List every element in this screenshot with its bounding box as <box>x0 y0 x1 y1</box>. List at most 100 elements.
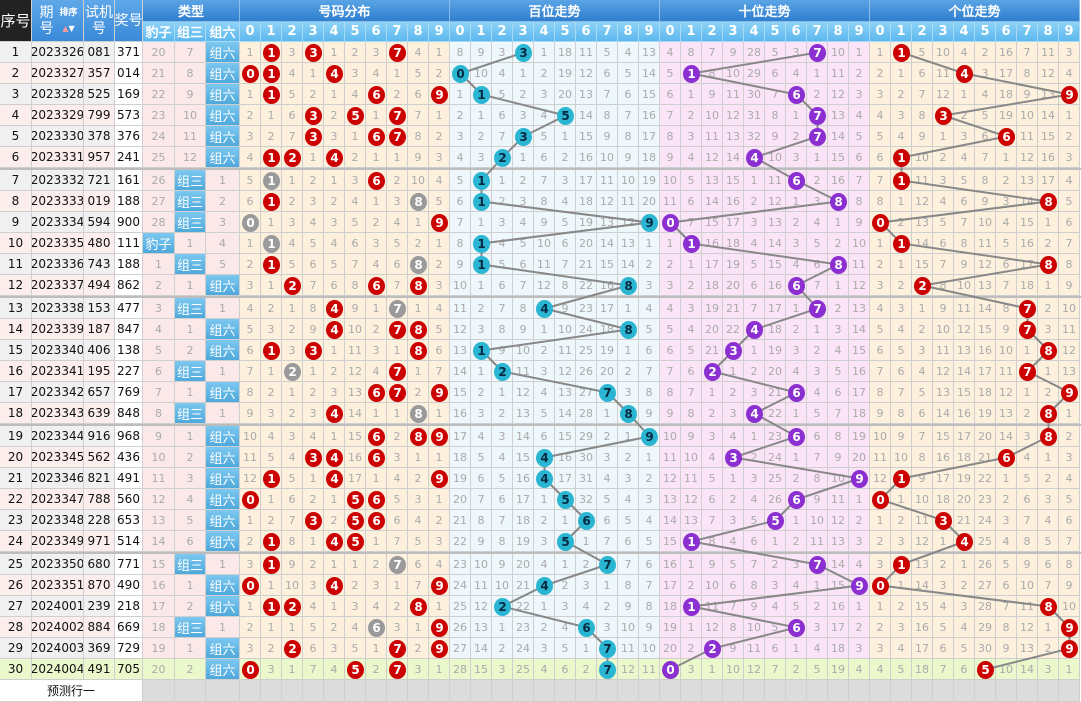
dist-ball: 0 <box>242 660 259 679</box>
hundreds-ball: 6 <box>578 618 595 637</box>
cell-omission: 10 <box>660 170 681 191</box>
row-prize: 111 <box>115 233 143 254</box>
header-units-digit-6: 6 <box>996 22 1017 42</box>
trend-line <box>481 328 629 352</box>
cell-omission: 17 <box>576 170 597 191</box>
cell-omission: 2 <box>828 233 849 254</box>
cell-omission: 2 <box>1059 126 1080 147</box>
cell-omission: 5 <box>534 126 555 147</box>
cell-omission: 12 <box>828 84 849 105</box>
cell-omission: 12 <box>597 191 618 212</box>
dist-ball: 7 <box>389 383 406 402</box>
units-ball: 4 <box>956 532 973 551</box>
cell-omission: 2 <box>471 126 492 147</box>
tens-ball: 4 <box>746 404 763 423</box>
trend-line <box>880 584 1049 608</box>
header-issue[interactable]: 期号 排序 ▲▼ <box>32 0 84 42</box>
cell-omission: 3 <box>744 212 765 233</box>
type-badge: 组三 <box>175 170 206 191</box>
trend-line <box>481 263 629 287</box>
cell-omission: 2 <box>387 170 408 191</box>
type-omission: 2 <box>206 191 240 212</box>
hundreds-ball: 4 <box>536 576 553 595</box>
header-type-2: 组六 <box>206 22 240 42</box>
row-index: 4 <box>0 105 32 126</box>
cell-omission: 10 <box>618 170 639 191</box>
cell-omission: 17 <box>723 212 744 233</box>
dist-ball: 4 <box>326 532 343 551</box>
dist-ball: 1 <box>263 341 280 360</box>
type-badge: 组六 <box>206 147 240 168</box>
row-prize: 169 <box>115 84 143 105</box>
type-omission: 26 <box>143 170 175 191</box>
cell-omission: 14 <box>618 254 639 275</box>
cell-omission: 6 <box>408 84 429 105</box>
header-tens-digit-9: 9 <box>849 22 870 42</box>
header-hundreds-digit-3: 3 <box>513 22 534 42</box>
cell-omission: 2 <box>996 170 1017 191</box>
cell-omission: 1 <box>1059 105 1080 126</box>
dist-ball: 8 <box>410 597 427 616</box>
header-dist: 号码分布 <box>240 0 450 22</box>
cell-omission: 10 <box>1017 105 1038 126</box>
cell-omission: 19 <box>639 170 660 191</box>
cell-omission: 4 <box>681 147 702 168</box>
cell-omission: 11 <box>597 170 618 191</box>
cell-omission: 3 <box>450 126 471 147</box>
cell-omission: 1 <box>492 170 513 191</box>
type-omission: 7 <box>175 42 206 63</box>
header-hundreds-digit-6: 6 <box>576 22 597 42</box>
hundreds-ball: 9 <box>641 213 658 232</box>
cell-omission: 18 <box>639 147 660 168</box>
cell-omission: 3 <box>324 126 345 147</box>
cell-omission: 15 <box>723 170 744 191</box>
dist-ball: 6 <box>368 448 385 467</box>
cell-omission: 6 <box>1059 212 1080 233</box>
row-issue: 2023331 <box>32 147 84 168</box>
dist-ball: 1 <box>263 192 280 211</box>
sort-control[interactable]: 排序 ▲▼ <box>59 5 77 37</box>
cell-omission: 13 <box>828 105 849 126</box>
header-tens-digit-2: 2 <box>702 22 723 42</box>
type-badge: 组六 <box>206 105 240 126</box>
units-ball: 8 <box>1040 341 1057 360</box>
cell-omission: 5 <box>870 126 891 147</box>
cell-omission: 9 <box>954 254 975 275</box>
type-badge: 组三 <box>175 191 206 212</box>
dist-ball: 5 <box>347 511 364 530</box>
cell-omission: 12 <box>975 254 996 275</box>
cell-omission: 3 <box>1059 147 1080 168</box>
cell-omission: 30 <box>744 84 765 105</box>
trend-line <box>481 221 650 245</box>
row-trial: 721 <box>84 170 115 191</box>
row-trial: 743 <box>84 254 115 275</box>
dist-ball: 6 <box>368 511 385 530</box>
cell-omission: 1 <box>513 147 534 168</box>
trend-line <box>544 284 629 310</box>
units-ball: 1 <box>893 469 910 488</box>
header-dist-digit-0: 0 <box>240 22 261 42</box>
row-index: 5 <box>0 126 32 147</box>
units-ball: 6 <box>998 127 1015 146</box>
cell-omission: 6 <box>534 147 555 168</box>
cell-omission: 15 <box>765 254 786 275</box>
dist-ball: 0 <box>242 64 259 83</box>
cell-omission: 6 <box>555 233 576 254</box>
tens-ball: 2 <box>704 639 721 658</box>
cell-omission: 4 <box>933 191 954 212</box>
row-prize: 371 <box>115 42 143 63</box>
header-units-digit-4: 4 <box>954 22 975 42</box>
cell-omission: 1 <box>1038 212 1059 233</box>
trend-line <box>733 435 797 459</box>
cell-omission: 5 <box>849 126 870 147</box>
type-badge: 组三 <box>175 212 206 233</box>
cell-omission: 9 <box>660 147 681 168</box>
header-hundreds-digit-7: 7 <box>597 22 618 42</box>
hundreds-ball: 3 <box>515 127 532 146</box>
header-units-digit-1: 1 <box>891 22 912 42</box>
hundreds-ball: 2 <box>494 597 511 616</box>
hundreds-ball: 4 <box>536 299 553 318</box>
row-issue: 2023329 <box>32 105 84 126</box>
header-units-digit-7: 7 <box>1017 22 1038 42</box>
cell-omission: 21 <box>576 254 597 275</box>
